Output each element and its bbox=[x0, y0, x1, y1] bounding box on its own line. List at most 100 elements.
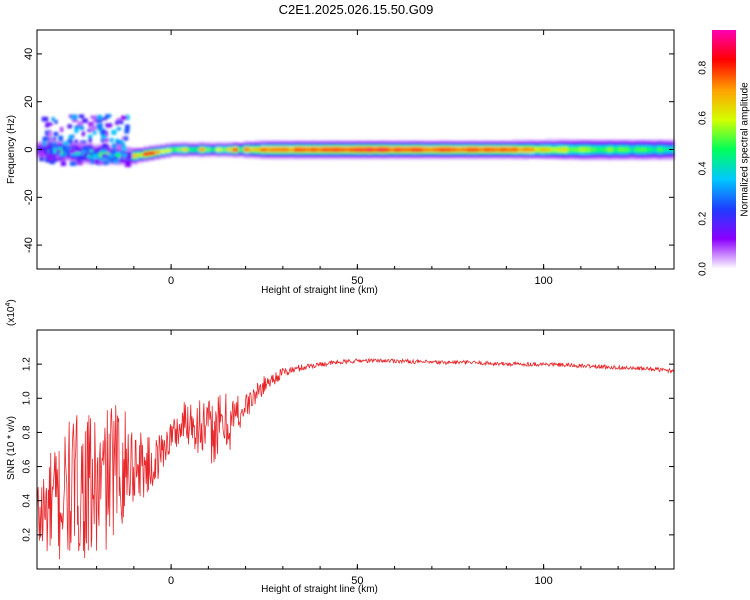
heatmap-cell bbox=[106, 146, 111, 153]
heatmap-cell bbox=[461, 154, 468, 157]
heatmap-cell bbox=[69, 148, 75, 154]
heatmap-cell bbox=[243, 144, 250, 147]
heatmap-cell bbox=[433, 152, 440, 155]
heatmap-cell bbox=[478, 150, 485, 153]
heatmap-cell bbox=[271, 148, 278, 151]
heatmap-cell bbox=[226, 153, 233, 156]
heatmap-cell bbox=[416, 150, 423, 153]
heatmap-cell bbox=[271, 155, 278, 158]
heatmap-cell bbox=[377, 154, 384, 157]
heatmap-cell bbox=[646, 141, 653, 144]
heatmap-cell bbox=[355, 150, 362, 153]
heatmap-cell bbox=[37, 143, 43, 146]
heatmap-cell bbox=[87, 160, 94, 163]
heatmap-cell bbox=[51, 141, 58, 146]
heatmap-cell bbox=[461, 148, 468, 151]
heatmap-cell bbox=[534, 156, 541, 159]
heatmap-cell bbox=[210, 145, 217, 148]
heatmap-cell bbox=[444, 157, 451, 160]
heatmap-cell bbox=[321, 154, 328, 157]
heatmap-cell bbox=[154, 154, 161, 157]
heatmap-cell bbox=[478, 140, 485, 143]
heatmap-cell bbox=[243, 143, 250, 146]
heatmap-cell bbox=[601, 149, 608, 152]
heatmap-cell bbox=[204, 145, 211, 148]
heatmap-cell bbox=[489, 144, 496, 147]
heatmap-cell bbox=[59, 154, 66, 157]
heatmap-cell bbox=[372, 148, 379, 151]
heatmap-cell bbox=[416, 157, 423, 160]
heatmap-cell bbox=[523, 145, 530, 148]
heatmap-cell bbox=[651, 145, 658, 148]
heatmap-cell bbox=[125, 147, 132, 152]
heatmap-cell bbox=[182, 145, 189, 148]
heatmap-cell bbox=[232, 151, 239, 154]
heatmap-cell bbox=[383, 155, 390, 158]
heatmap-cell bbox=[511, 150, 518, 153]
heatmap-cell bbox=[551, 140, 558, 143]
heatmap-cell bbox=[271, 144, 278, 147]
heatmap-cell bbox=[444, 152, 451, 155]
heatmap-cell bbox=[556, 148, 563, 151]
heatmap-cell bbox=[92, 118, 97, 123]
heatmap-cell bbox=[372, 142, 379, 145]
heatmap-cell bbox=[193, 141, 200, 144]
heatmap-cell bbox=[131, 157, 138, 160]
heatmap-cell bbox=[551, 153, 558, 156]
heatmap-cell bbox=[113, 159, 120, 164]
heatmap-cell bbox=[115, 120, 119, 126]
heatmap-cell bbox=[243, 154, 250, 157]
heatmap-cell bbox=[400, 157, 407, 160]
heatmap-cell bbox=[657, 143, 664, 146]
heatmap-cell bbox=[238, 144, 245, 147]
heatmap-cell bbox=[595, 143, 602, 146]
heatmap-cell bbox=[64, 156, 71, 160]
heatmap-cell bbox=[260, 153, 267, 156]
heatmap-cell bbox=[271, 154, 278, 157]
heatmap-cell bbox=[500, 148, 507, 151]
heatmap-cell bbox=[478, 146, 485, 149]
heatmap-cell bbox=[338, 148, 345, 151]
heatmap-cell bbox=[506, 152, 513, 155]
heatmap-cell bbox=[595, 156, 602, 159]
heatmap-cell bbox=[69, 161, 77, 166]
heatmap-cell bbox=[42, 151, 49, 154]
heatmap-cell bbox=[450, 142, 457, 145]
heatmap-cell bbox=[612, 158, 619, 161]
heatmap-cell bbox=[294, 150, 300, 153]
heatmap-cell bbox=[366, 157, 373, 160]
heatmap-cell bbox=[232, 144, 239, 147]
heatmap-cell bbox=[316, 140, 323, 143]
heatmap-cell bbox=[579, 154, 585, 157]
heatmap-cell bbox=[662, 147, 669, 150]
heatmap-cell bbox=[383, 150, 390, 153]
heatmap-cell bbox=[405, 157, 412, 160]
heatmap-cell bbox=[517, 154, 524, 157]
heatmap-cell bbox=[478, 154, 485, 157]
heatmap-cell bbox=[159, 151, 166, 154]
heatmap-cell bbox=[528, 149, 535, 152]
heatmap-cell bbox=[226, 155, 233, 158]
heatmap-cell bbox=[282, 155, 289, 158]
heatmap-cell bbox=[528, 143, 535, 146]
heatmap-cell bbox=[634, 141, 641, 144]
heatmap-cell bbox=[193, 155, 200, 158]
heatmap-cell bbox=[115, 155, 122, 158]
heatmap-cell bbox=[394, 154, 401, 157]
heatmap-cell bbox=[377, 148, 384, 151]
heatmap-cell bbox=[70, 153, 77, 156]
heatmap-cell bbox=[37, 149, 43, 152]
heatmap-cell bbox=[187, 155, 194, 158]
heatmap-cell bbox=[372, 146, 379, 149]
heatmap-cell bbox=[422, 142, 429, 145]
heatmap-cell bbox=[333, 154, 340, 157]
heatmap-cell bbox=[159, 147, 166, 150]
heatmap-cell bbox=[271, 142, 278, 145]
heatmap-cell bbox=[439, 146, 446, 149]
heatmap-cell bbox=[573, 143, 580, 146]
heatmap-cell bbox=[101, 130, 106, 135]
heatmap-cell bbox=[87, 149, 94, 152]
heatmap-cell bbox=[377, 157, 384, 160]
heatmap-cell bbox=[171, 149, 178, 152]
heatmap-cell bbox=[640, 156, 647, 159]
